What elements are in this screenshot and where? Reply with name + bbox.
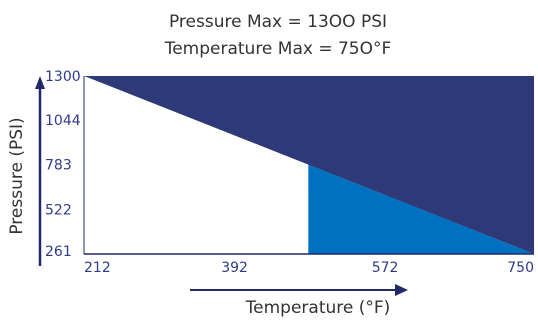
y-tick-label: 261: [45, 244, 72, 260]
y-tick-label: 522: [45, 202, 72, 218]
region-caution-zone: [308, 164, 534, 254]
x-tick-label: 572: [372, 260, 399, 276]
chart-title: Pressure Max = 13OO PSI Temperature Max …: [164, 12, 392, 59]
y-axis-arrow: [35, 76, 45, 89]
chart-ticks: 212 392 572 750 261 522 783 1044 1300: [45, 69, 534, 276]
x-tick-label: 392: [221, 260, 248, 276]
title-line-1: Pressure Max = 13OO PSI: [169, 12, 387, 32]
x-axis-arrow: [395, 284, 408, 296]
x-tick-label: 750: [507, 260, 534, 276]
y-tick-label: 1300: [45, 69, 81, 85]
chart-regions: [84, 76, 534, 254]
chart-axes: [35, 76, 534, 296]
region-allowed: [84, 76, 309, 254]
y-axis-label: Pressure (PSI): [7, 117, 27, 234]
x-axis-label: Temperature (°F): [245, 298, 391, 318]
x-tick-label: 212: [84, 260, 111, 276]
title-line-2: Temperature Max = 75O°F: [164, 39, 392, 59]
y-tick-label: 1044: [45, 113, 81, 129]
y-tick-label: 783: [45, 158, 72, 174]
